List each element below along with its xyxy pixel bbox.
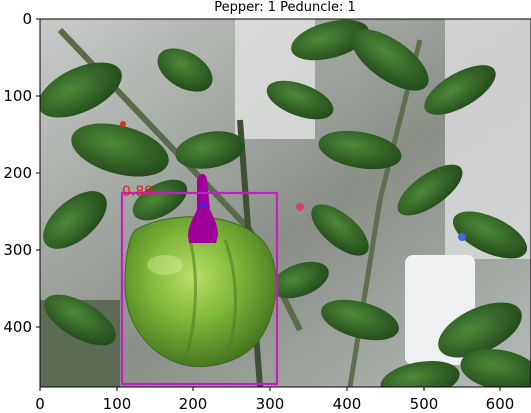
peduncle-mask bbox=[188, 174, 218, 243]
y-tick-label: 400 bbox=[3, 318, 32, 336]
x-tick-label: 500 bbox=[410, 395, 439, 413]
leaves bbox=[40, 19, 531, 387]
pepper bbox=[124, 216, 277, 368]
photo bbox=[40, 19, 531, 387]
x-tick-label: 400 bbox=[333, 395, 362, 413]
x-tick-label: 100 bbox=[103, 395, 132, 413]
x-tick-label: 0 bbox=[35, 395, 45, 413]
red-spot bbox=[120, 121, 126, 127]
y-tick-label: 0 bbox=[22, 10, 32, 28]
y-tick-label: 100 bbox=[3, 87, 32, 105]
x-axis: 0 100 200 300 400 500 600 bbox=[35, 387, 514, 413]
detection-score-label: 0.89 bbox=[122, 184, 153, 200]
pepper-bounding-box bbox=[120, 191, 279, 386]
y-axis: 0 100 200 300 400 bbox=[3, 10, 40, 336]
y-tick-label: 200 bbox=[3, 164, 32, 182]
chart-title: Pepper: 1 Peduncle: 1 bbox=[214, 0, 356, 15]
x-tick-label: 300 bbox=[256, 395, 285, 413]
peduncle-centroid bbox=[200, 202, 206, 208]
x-tick-label: 200 bbox=[179, 395, 208, 413]
blue-spot bbox=[458, 233, 466, 241]
axes-frame bbox=[39, 18, 531, 388]
x-tick-label: 600 bbox=[486, 395, 515, 413]
y-tick-label: 300 bbox=[3, 241, 32, 259]
red-spot bbox=[296, 203, 304, 211]
